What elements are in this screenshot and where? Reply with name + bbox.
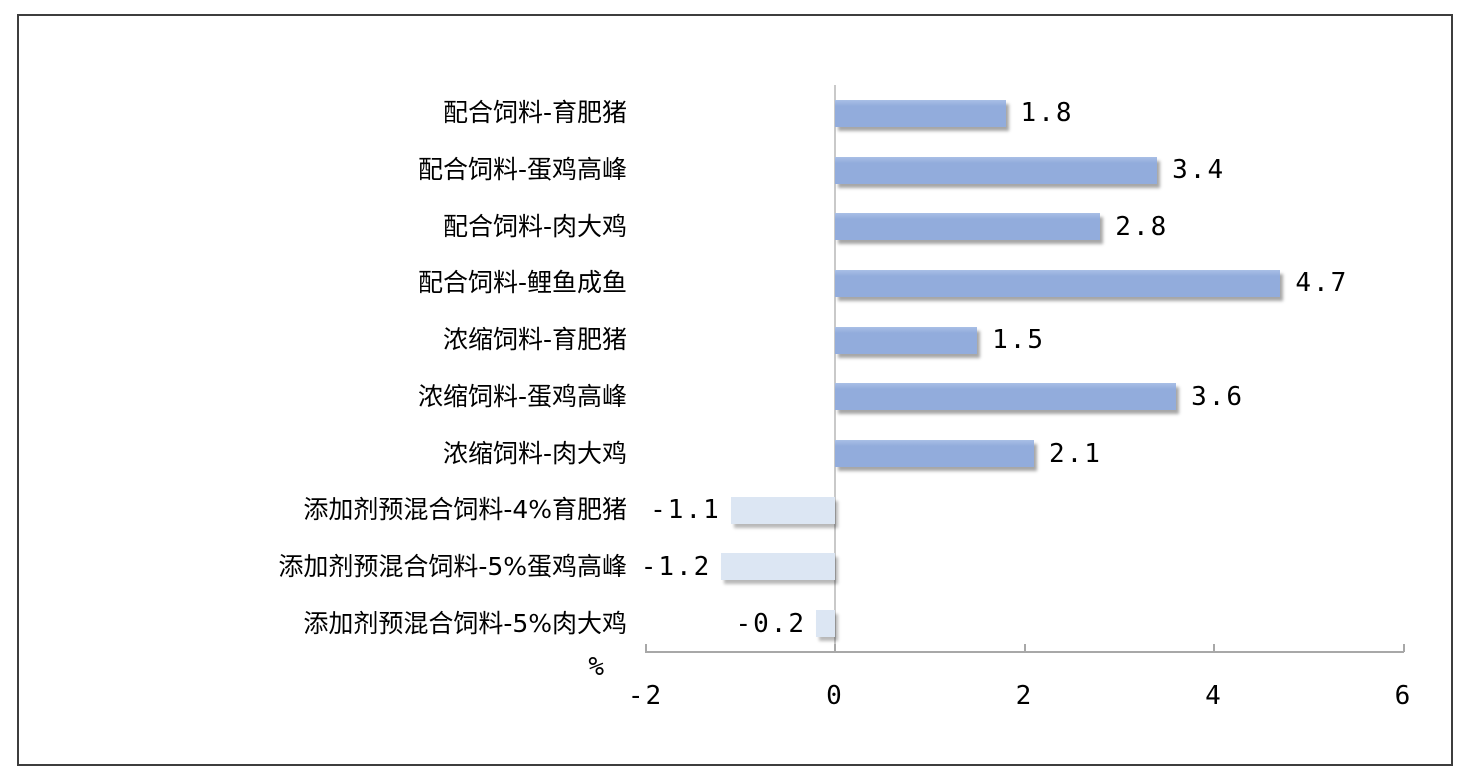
category-label: 配合饲料-育肥猪: [442, 98, 627, 128]
x-axis-tick-label: 0: [826, 681, 844, 711]
data-bar: [835, 269, 1281, 297]
x-axis-tick: [834, 644, 836, 652]
category-label: 配合饲料-蛋鸡高峰: [417, 155, 627, 185]
value-label: -1.2: [640, 551, 712, 582]
category-label: 添加剂预混合饲料-5%蛋鸡高峰: [278, 551, 627, 581]
category-label: 浓缩饲料-肉大鸡: [442, 438, 627, 468]
category-label: 浓缩饲料-育肥猪: [442, 325, 627, 355]
category-label: 添加剂预混合饲料-4%育肥猪: [303, 495, 627, 525]
data-bar: [835, 326, 978, 354]
x-axis-tick-label: 4: [1205, 681, 1223, 711]
x-axis-tick-label: -2: [627, 681, 664, 711]
zero-baseline: [834, 85, 836, 652]
data-bar: [835, 440, 1034, 468]
data-bar: [721, 553, 835, 581]
value-label: 3.4: [1172, 155, 1226, 186]
x-axis-line: [645, 651, 1404, 653]
x-axis-tick-label: 2: [1015, 681, 1034, 711]
data-bar: [816, 610, 835, 638]
x-axis-tick-label: 6: [1394, 681, 1413, 711]
value-label: 2.1: [1048, 438, 1102, 469]
x-axis-tick: [1402, 644, 1405, 652]
value-label: -1.1: [650, 495, 721, 526]
value-label: 2.8: [1115, 211, 1169, 242]
data-bar: [835, 383, 1177, 411]
category-label: 配合饲料-鲤鱼成鱼: [417, 268, 627, 298]
value-label: 1.5: [992, 325, 1046, 356]
data-bar: [730, 496, 835, 524]
x-axis-tick: [1213, 644, 1215, 652]
value-label: 4.7: [1295, 268, 1349, 299]
data-bar: [835, 99, 1006, 127]
category-label: 配合饲料-肉大鸡: [442, 211, 627, 241]
category-label: 浓缩饲料-蛋鸡高峰: [417, 381, 627, 411]
x-axis-tick: [1023, 644, 1026, 652]
data-bar: [835, 156, 1158, 184]
x-axis-tick: [644, 644, 647, 652]
axis-unit-label: %: [588, 652, 604, 682]
data-bar: [835, 213, 1101, 241]
chart-border-frame: [17, 14, 1453, 766]
value-label: 3.6: [1191, 381, 1245, 412]
value-label: 1.8: [1020, 98, 1074, 129]
category-label: 添加剂预混合饲料-5%肉大鸡: [303, 608, 627, 638]
value-label: -0.2: [735, 608, 807, 639]
